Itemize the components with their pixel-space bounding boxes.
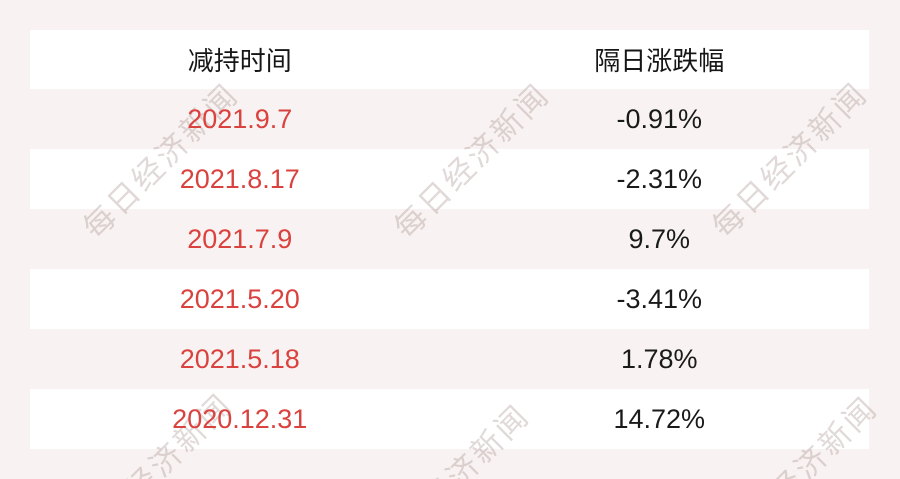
date-cell: 2020.12.31 xyxy=(30,389,450,449)
date-cell: 2021.9.7 xyxy=(30,89,450,149)
table-row: 2021.5.18 1.78% xyxy=(30,329,869,389)
change-cell: -2.31% xyxy=(450,149,870,209)
date-cell: 2021.7.9 xyxy=(30,209,450,269)
table-row: 2021.8.17 -2.31% xyxy=(30,149,869,209)
date-value: 2021.7.9 xyxy=(187,223,293,254)
change-value: 14.72% xyxy=(613,403,706,434)
change-cell: -0.91% xyxy=(450,89,870,149)
column-header-label: 减持时间 xyxy=(187,46,292,76)
column-header-label: 隔日涨跌幅 xyxy=(594,46,725,76)
change-value: 9.7% xyxy=(628,223,691,254)
date-value: 2021.8.17 xyxy=(179,163,300,194)
table-row: 2021.9.7 -0.91% xyxy=(30,89,869,149)
date-value: 2021.5.20 xyxy=(179,283,300,314)
header-cell-reduction-time: 减持时间 xyxy=(30,30,450,89)
table-row: 2021.7.9 9.7% xyxy=(30,209,869,269)
table-row: 2021.5.20 -3.41% xyxy=(30,269,869,329)
date-value: 2021.9.7 xyxy=(187,103,293,134)
date-cell: 2021.8.17 xyxy=(30,149,450,209)
change-value: -3.41% xyxy=(616,283,703,314)
change-value: -2.31% xyxy=(616,163,703,194)
date-cell: 2021.5.18 xyxy=(30,329,450,389)
table-header-row: 减持时间 隔日涨跌幅 xyxy=(30,30,869,89)
date-cell: 2021.5.20 xyxy=(30,269,450,329)
date-value: 2020.12.31 xyxy=(172,403,308,434)
reduction-table: 减持时间 隔日涨跌幅 2021.9.7 -0.91% 2021.8.17 -2.… xyxy=(30,30,869,449)
change-cell: 1.78% xyxy=(450,329,870,389)
change-value: -0.91% xyxy=(616,103,703,134)
header-cell-nextday-change: 隔日涨跌幅 xyxy=(450,30,870,89)
date-value: 2021.5.18 xyxy=(179,343,300,374)
change-cell: -3.41% xyxy=(450,269,870,329)
change-value: 1.78% xyxy=(620,343,698,374)
table-row: 2020.12.31 14.72% xyxy=(30,389,869,449)
change-cell: 9.7% xyxy=(450,209,870,269)
change-cell: 14.72% xyxy=(450,389,870,449)
